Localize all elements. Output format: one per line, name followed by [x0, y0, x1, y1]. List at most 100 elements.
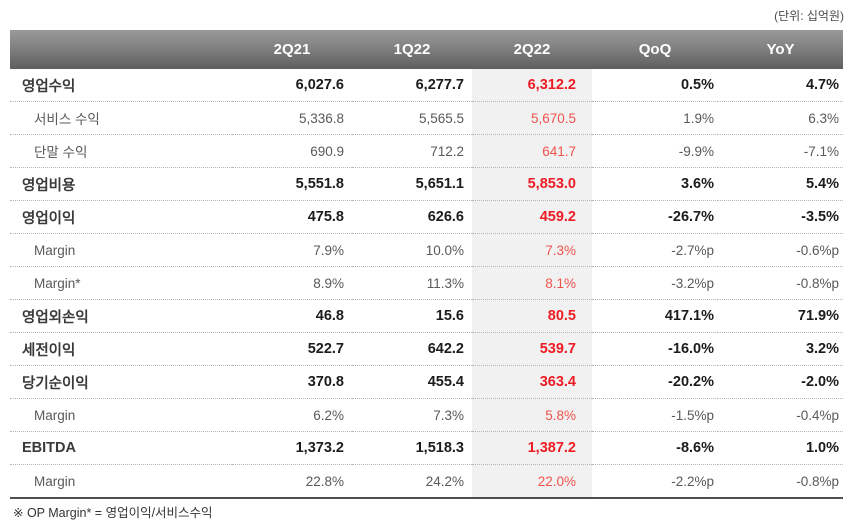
- cell-2q22: 22.0%: [472, 464, 592, 498]
- cell-2q21: 6.2%: [313, 407, 344, 423]
- cell-yoy: -0.8%p: [796, 473, 839, 489]
- cell-qoq: 0.5%: [680, 77, 714, 93]
- cell-1q22: 712.2: [430, 143, 464, 159]
- cell-yoy: 5.4%: [805, 176, 839, 192]
- row-label: 단말 수익: [34, 145, 88, 160]
- cell-qoq: -1.5%p: [671, 407, 714, 423]
- cell-2q22: 5.8%: [472, 398, 592, 432]
- cell-1q22: 626.6: [427, 209, 464, 225]
- cell-yoy: -7.1%: [803, 143, 839, 159]
- row-label: 당기순이익: [22, 375, 89, 392]
- table-row: Margin 22.8% 24.2% 22.0% -2.2%p -0.8%p: [10, 464, 843, 498]
- cell-qoq: -16.0%: [668, 341, 714, 357]
- cell-2q21: 7.9%: [313, 242, 344, 258]
- cell-qoq: -20.2%: [668, 374, 714, 390]
- cell-2q21: 475.8: [307, 209, 344, 225]
- cell-1q22: 7.3%: [433, 407, 464, 423]
- cell-2q22: 459.2: [472, 200, 592, 234]
- op-margin-footnote: ※ OP Margin* = 영업이익/서비스수익: [13, 506, 213, 520]
- cell-qoq: 1.9%: [683, 110, 714, 126]
- row-label: EBITDA: [22, 440, 76, 456]
- cell-1q22: 6,277.7: [415, 77, 464, 93]
- cell-1q22: 455.4: [427, 374, 464, 390]
- cell-2q22: 80.5: [472, 299, 592, 333]
- cell-1q22: 11.3%: [426, 275, 464, 291]
- header-row: 2Q21 1Q22 2Q22 QoQ YoY: [10, 30, 843, 69]
- cell-2q21: 8.9%: [313, 275, 344, 291]
- cell-2q21: 5,336.8: [298, 110, 344, 126]
- cell-1q22: 5,651.1: [415, 176, 464, 192]
- cell-1q22: 1,518.3: [415, 440, 464, 456]
- cell-1q22: 10.0%: [425, 242, 464, 258]
- row-label: Margin: [34, 242, 76, 258]
- cell-qoq: -3.2%p: [671, 275, 714, 291]
- table-row: 세전이익 522.7 642.2 539.7 -16.0% 3.2%: [10, 332, 843, 366]
- table-row: 당기순이익 370.8 455.4 363.4 -20.2% -2.0%: [10, 365, 843, 399]
- row-label: 영업외손익: [22, 309, 89, 326]
- cell-yoy: -0.8%p: [796, 275, 839, 291]
- column-header-2q22: 2Q22: [472, 30, 592, 69]
- unit-note: (단위: 십억원): [774, 9, 844, 23]
- row-label: 서비스 수익: [34, 112, 100, 127]
- cell-yoy: 6.3%: [808, 110, 839, 126]
- cell-2q21: 22.8%: [305, 473, 344, 489]
- cell-2q21: 522.7: [307, 341, 344, 357]
- table-row: 영업외손익 46.8 15.6 80.5 417.1% 71.9%: [10, 299, 843, 333]
- cell-2q22: 5,670.5: [472, 101, 592, 135]
- table-row: 영업이익 475.8 626.6 459.2 -26.7% -3.5%: [10, 200, 843, 234]
- cell-2q21: 5,551.8: [295, 176, 344, 192]
- row-label: 세전이익: [22, 342, 76, 359]
- cell-qoq: -2.7%p: [671, 242, 714, 258]
- cell-2q22: 1,387.2: [472, 431, 592, 465]
- column-header-label-spacer: [10, 30, 232, 69]
- cell-qoq: -8.6%: [676, 440, 714, 456]
- cell-2q22: 641.7: [472, 134, 592, 168]
- cell-2q21: 370.8: [307, 374, 344, 390]
- cell-2q22: 5,853.0: [472, 167, 592, 201]
- cell-yoy: -3.5%: [801, 209, 839, 225]
- cell-qoq: 3.6%: [680, 176, 714, 192]
- cell-yoy: 71.9%: [797, 308, 839, 324]
- column-header-qoq: QoQ: [592, 30, 718, 69]
- cell-yoy: 4.7%: [805, 77, 839, 93]
- cell-yoy: 3.2%: [805, 341, 839, 357]
- cell-2q21: 1,373.2: [295, 440, 344, 456]
- column-header-1q22: 1Q22: [352, 30, 472, 69]
- table-row: EBITDA 1,373.2 1,518.3 1,387.2 -8.6% 1.0%: [10, 431, 843, 465]
- cell-2q21: 690.9: [310, 143, 344, 159]
- cell-1q22: 15.6: [435, 308, 464, 324]
- cell-qoq: -26.7%: [668, 209, 714, 225]
- row-label: 영업이익: [22, 210, 76, 227]
- cell-2q21: 6,027.6: [295, 77, 344, 93]
- column-header-yoy: YoY: [718, 30, 843, 69]
- cell-2q21: 46.8: [315, 308, 344, 324]
- cell-yoy: -2.0%: [801, 374, 839, 390]
- table-row: 서비스 수익 5,336.8 5,565.5 5,670.5 1.9% 6.3%: [10, 101, 843, 135]
- financial-results-table: 2Q21 1Q22 2Q22 QoQ YoY 영업수익 6,027.6 6,277.7 6,3…: [10, 30, 843, 499]
- cell-2q22: 7.3%: [472, 233, 592, 267]
- table-body: 영업수익 6,027.6 6,277.7 6,312.2 0.5% 4.7% 서비스 수익 5…: [10, 69, 843, 498]
- cell-qoq: -2.2%p: [671, 473, 714, 489]
- column-header-2q21: 2Q21: [232, 30, 352, 69]
- row-label: 영업비용: [22, 177, 76, 194]
- table-row: 영업비용 5,551.8 5,651.1 5,853.0 3.6% 5.4%: [10, 167, 843, 201]
- row-label: Margin: [34, 407, 76, 423]
- cell-yoy: -0.4%p: [796, 407, 839, 423]
- cell-yoy: -0.6%p: [796, 242, 839, 258]
- cell-qoq: -9.9%: [678, 143, 714, 159]
- table-row: Margin 6.2% 7.3% 5.8% -1.5%p -0.4%p: [10, 398, 843, 432]
- cell-1q22: 5,565.5: [418, 110, 464, 126]
- table-row: Margin* 8.9% 11.3% 8.1% -3.2%p -0.8%p: [10, 266, 843, 300]
- row-label: Margin*: [34, 275, 81, 291]
- cell-1q22: 24.2%: [425, 473, 464, 489]
- cell-2q22: 6,312.2: [472, 69, 592, 102]
- cell-2q22: 8.1%: [472, 266, 592, 300]
- table-row: Margin 7.9% 10.0% 7.3% -2.7%p -0.6%p: [10, 233, 843, 267]
- cell-2q22: 539.7: [472, 332, 592, 366]
- table-row: 단말 수익 690.9 712.2 641.7 -9.9% -7.1%: [10, 134, 843, 168]
- table-row: 영업수익 6,027.6 6,277.7 6,312.2 0.5% 4.7%: [10, 69, 843, 102]
- cell-yoy: 1.0%: [805, 440, 839, 456]
- cell-1q22: 642.2: [427, 341, 464, 357]
- cell-qoq: 417.1%: [664, 308, 714, 324]
- row-label: 영업수익: [22, 78, 76, 95]
